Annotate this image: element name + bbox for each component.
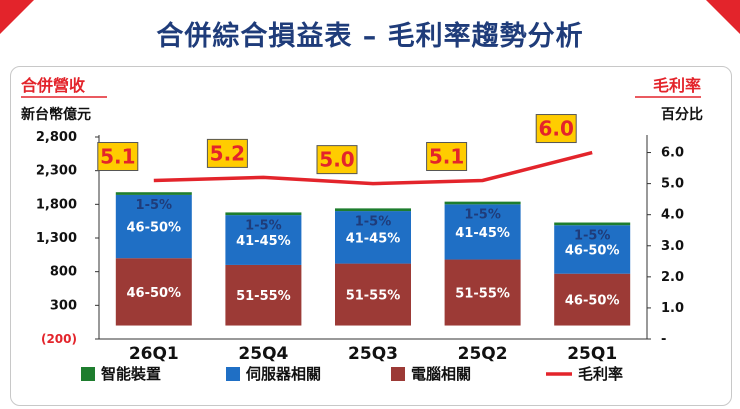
- gross-margin-chart: 合併營收新台幣億元毛利率百分比(200)3008001,3001,8002,30…: [21, 76, 703, 383]
- server-segment-label: 41-45%: [455, 226, 510, 241]
- bar-pc-segment: [225, 264, 302, 326]
- legend-swatch: [226, 367, 240, 381]
- category-label: 25Q2: [458, 344, 508, 364]
- right-tick-label: 3.0: [661, 239, 684, 254]
- bar-server-segment: [115, 194, 192, 259]
- bar-smart-devices-segment: [554, 222, 631, 226]
- pc-segment-label: 46-50%: [565, 294, 620, 309]
- server-segment-label: 41-45%: [346, 231, 401, 246]
- gross-margin-callout: [316, 145, 358, 175]
- gross-margin-value: 6.0: [538, 117, 573, 141]
- category-label: 26Q1: [129, 344, 179, 364]
- bar-smart-devices-segment: [335, 208, 411, 212]
- smart-devices-segment-label: 1-5%: [136, 198, 173, 213]
- left-tick-label: 800: [50, 265, 77, 280]
- gross-margin-value: 5.2: [210, 141, 245, 165]
- server-segment-label: 41-45%: [236, 234, 291, 249]
- gross-margin-value: 5.1: [100, 145, 135, 169]
- corner-decoration-right: [706, 0, 740, 34]
- gross-margin-value: 5.0: [319, 148, 354, 172]
- pc-segment-label: 46-50%: [126, 286, 181, 301]
- bar-pc-segment: [335, 263, 411, 326]
- gross-margin-value: 5.1: [429, 145, 464, 169]
- bar-server-segment: [554, 225, 631, 274]
- left-axis-title: 合併營收: [21, 76, 85, 95]
- gross-margin-callout: [97, 142, 139, 172]
- right-tick-label: 2.0: [661, 270, 684, 285]
- left-tick-label: 300: [50, 298, 77, 313]
- pc-segment-label: 51-55%: [455, 287, 510, 302]
- gross-margin-callout: [535, 114, 577, 144]
- right-tick-label: -: [661, 332, 666, 347]
- left-tick-label: 2,300: [36, 164, 77, 179]
- gross-margin-callout: [426, 142, 468, 172]
- server-segment-label: 46-50%: [126, 221, 181, 236]
- bar-pc-segment: [115, 258, 192, 326]
- category-label: 25Q3: [348, 344, 398, 364]
- smart-devices-segment-label: 1-5%: [245, 218, 282, 233]
- left-axis-unit: 新台幣億元: [21, 106, 91, 123]
- left-tick-label: (200): [41, 332, 77, 346]
- bar-smart-devices-segment: [225, 212, 302, 216]
- legend-label: 毛利率: [578, 365, 623, 383]
- bar-server-segment: [225, 215, 302, 265]
- gross-margin-callout: [206, 138, 248, 168]
- right-tick-label: 6.0: [661, 146, 684, 161]
- smart-devices-segment-label: 1-5%: [464, 208, 501, 223]
- bar-server-segment: [335, 211, 411, 264]
- legend-label: 伺服器相關: [245, 365, 321, 383]
- right-tick-label: 1.0: [661, 301, 684, 316]
- left-tick-label: 1,300: [36, 231, 77, 246]
- pc-segment-label: 51-55%: [236, 289, 291, 304]
- smart-devices-segment-label: 1-5%: [355, 214, 392, 229]
- left-tick-label: 2,800: [36, 130, 77, 145]
- legend-label: 智能裝置: [101, 365, 161, 383]
- left-tick-label: 1,800: [36, 197, 77, 212]
- chart-panel: 合併營收 新台幣億元 毛利率 百分比 (200) 300 800 1,300 1,800 2,30…: [10, 66, 732, 406]
- right-tick-label: 4.0: [661, 208, 684, 223]
- smart-devices-segment-label: 1-5%: [574, 229, 611, 244]
- right-axis-unit: 百分比: [661, 106, 703, 123]
- bar-pc-segment: [554, 273, 631, 326]
- pc-segment-label: 51-55%: [346, 289, 401, 304]
- category-label: 25Q1: [567, 344, 617, 364]
- legend-label: 電腦相關: [411, 365, 471, 383]
- right-tick-label: 5.0: [661, 177, 684, 192]
- page-title: 合併綜合損益表 – 毛利率趨勢分析: [156, 21, 584, 52]
- right-axis-title: 毛利率: [653, 76, 701, 95]
- bar-smart-devices-segment: [115, 192, 192, 195]
- bar-server-segment: [444, 204, 521, 260]
- category-label: 25Q4: [238, 344, 288, 364]
- legend-swatch: [81, 367, 95, 381]
- legend-swatch: [391, 367, 405, 381]
- bar-pc-segment: [444, 259, 521, 326]
- gross-margin-line: [153, 150, 593, 186]
- corner-decoration-left: [0, 0, 34, 34]
- server-segment-label: 46-50%: [565, 243, 620, 258]
- bar-smart-devices-segment: [444, 201, 521, 205]
